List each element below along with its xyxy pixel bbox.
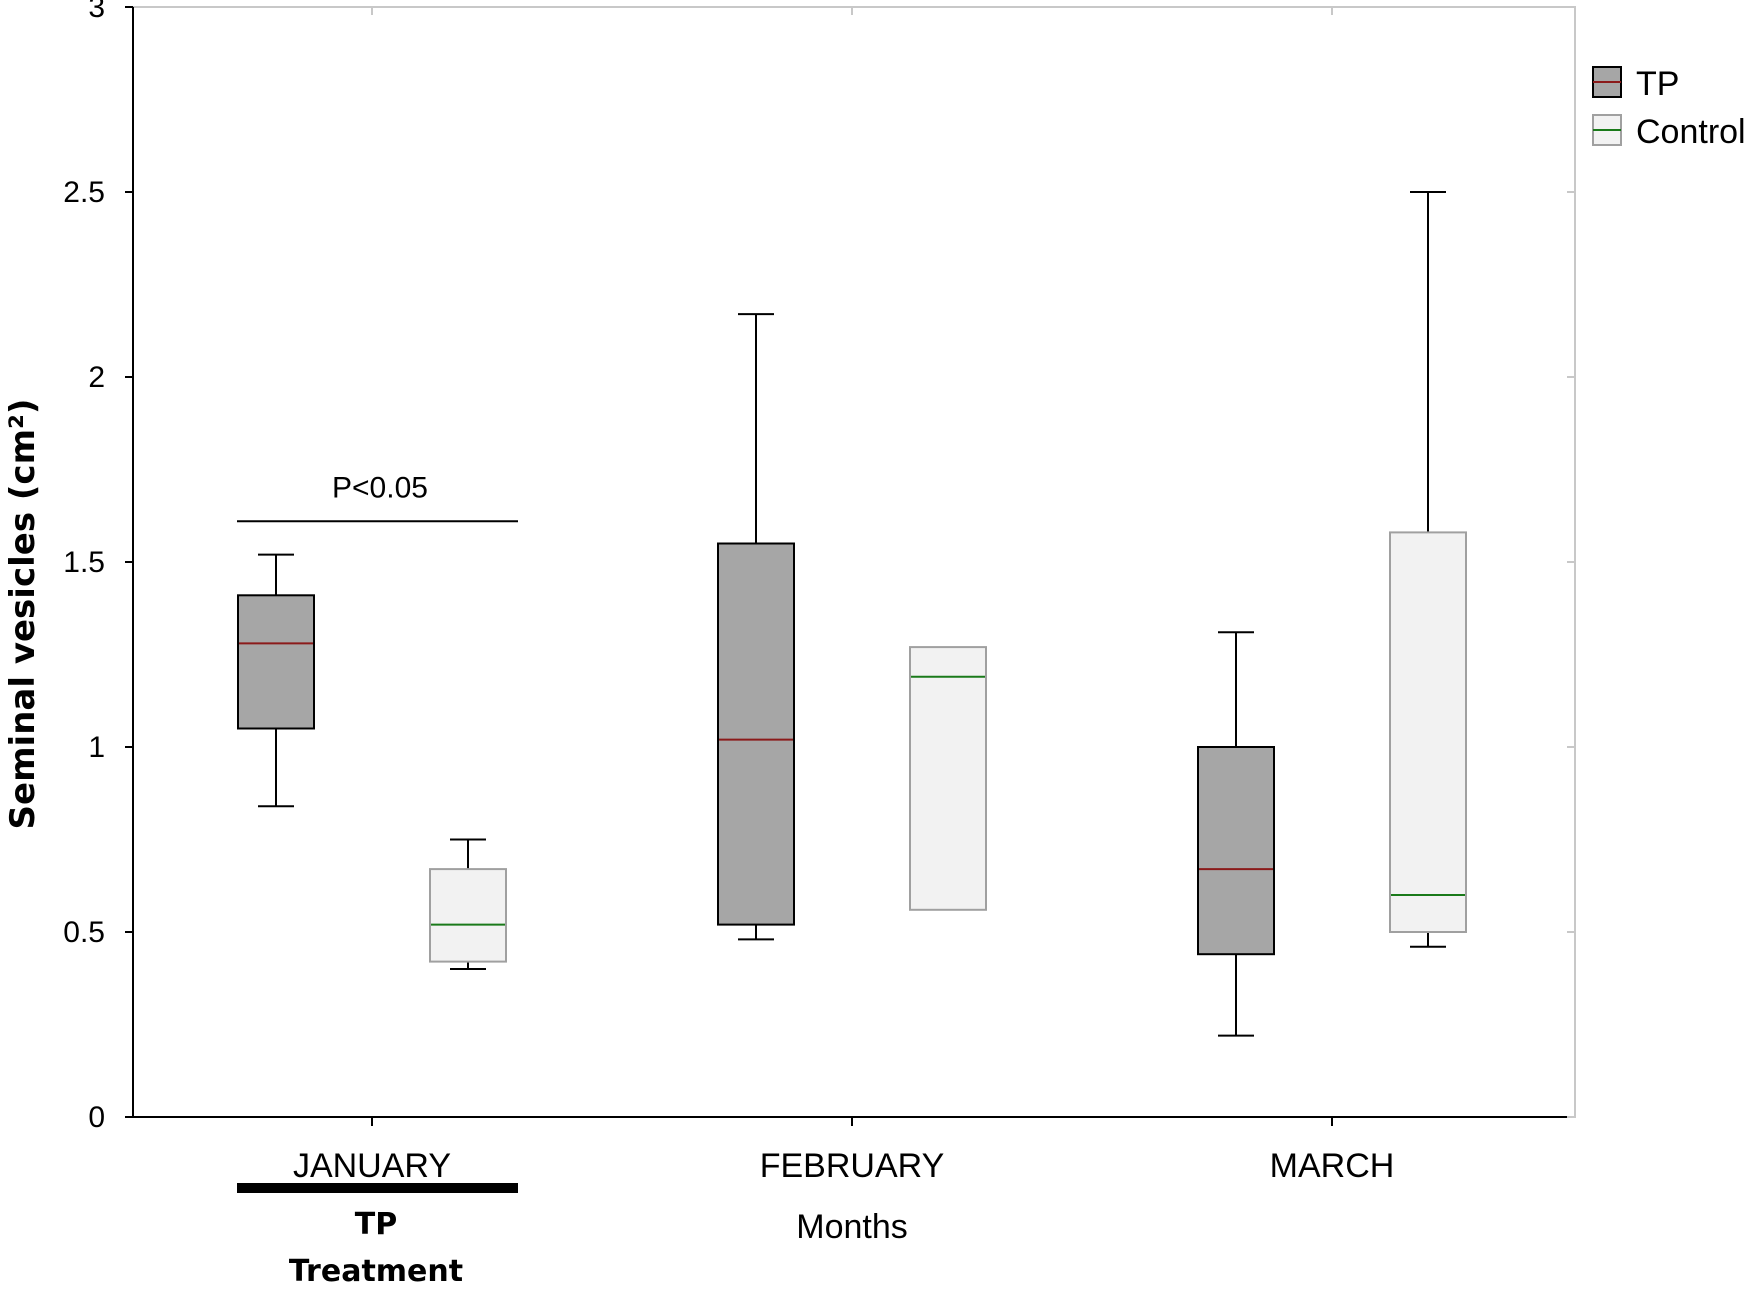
x-axis-label: Months (796, 1208, 908, 1246)
box-iqr (1197, 746, 1275, 956)
box-series (237, 191, 1467, 1037)
box-iqr (429, 868, 507, 963)
legend-label-tp: TP (1636, 65, 1679, 103)
x-category-label: JANUARY (293, 1147, 451, 1185)
box-tp-january (237, 553, 315, 808)
legend-label-control: Control (1636, 113, 1746, 151)
legend: TP Control (1592, 65, 1746, 151)
y-tick-label: 2.5 (63, 176, 105, 209)
box-tp-march (1197, 631, 1275, 1037)
box-tp-february (717, 313, 795, 941)
x-category-label: FEBRUARY (760, 1147, 945, 1185)
box-iqr (717, 542, 795, 926)
y-tick-label: 1 (88, 731, 105, 764)
x-category-label: MARCH (1270, 1147, 1395, 1185)
box-iqr (1389, 531, 1467, 934)
box-iqr (909, 646, 987, 911)
y-tick-label: 0 (88, 1101, 105, 1134)
box-control-march (1389, 191, 1467, 948)
y-ticks: 0 0.5 1 1.5 2 2.5 3 (63, 0, 1575, 1134)
treatment-label-line2: Treatment (289, 1254, 463, 1284)
box-control-january (429, 838, 507, 970)
box-iqr (237, 594, 315, 730)
x-ticks: JANUARY FEBRUARY MARCH (293, 7, 1394, 1185)
y-tick-label: 3 (88, 0, 105, 24)
box-control-february (909, 646, 987, 911)
treatment-label-line1: TP (355, 1207, 397, 1242)
plot-frame (132, 6, 1576, 1118)
y-tick-label: 0.5 (63, 916, 105, 949)
y-tick-label: 1.5 (63, 546, 105, 579)
significance-label: P<0.05 (332, 471, 428, 504)
y-axis-label: Seminal vesicles (cm²) (3, 399, 43, 830)
annotations: P<0.05 (237, 471, 518, 523)
y-tick-label: 2 (88, 361, 105, 394)
